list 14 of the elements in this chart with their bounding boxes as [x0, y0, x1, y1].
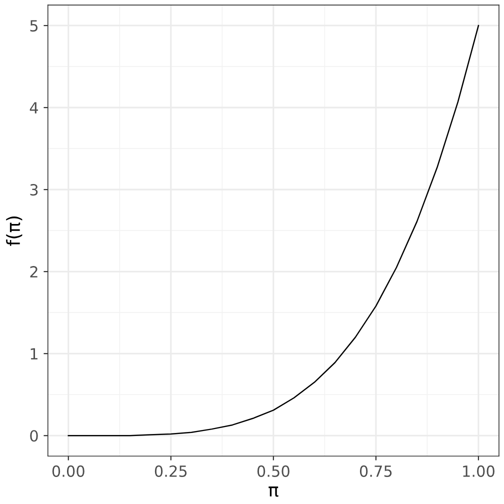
y-tick-label: 4 — [30, 102, 38, 114]
x-tick-label: 0.25 — [154, 465, 187, 477]
y-tick-label: 1 — [30, 348, 38, 360]
y-tick-label: 2 — [30, 266, 38, 278]
x-tick-label: 0.50 — [257, 465, 290, 477]
line-series — [68, 24, 480, 436]
x-tick-label: 0.75 — [360, 465, 392, 477]
y-tick-label: 5 — [30, 20, 38, 32]
x-tick-label: 0.00 — [52, 465, 84, 477]
y-axis-title: f(π) — [6, 216, 22, 246]
y-tick-label: 3 — [30, 184, 38, 196]
x-tick-label: 1.00 — [463, 465, 494, 477]
y-tick-label: 0 — [30, 430, 38, 442]
x-axis-title: π — [268, 486, 278, 497]
